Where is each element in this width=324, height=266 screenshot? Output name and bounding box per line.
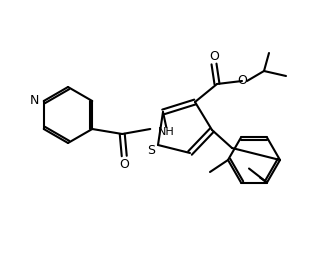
- Text: O: O: [237, 74, 247, 88]
- Text: S: S: [147, 143, 155, 156]
- Text: O: O: [209, 49, 219, 63]
- Text: N: N: [29, 94, 39, 107]
- Text: O: O: [119, 157, 129, 171]
- Text: NH: NH: [158, 127, 175, 137]
